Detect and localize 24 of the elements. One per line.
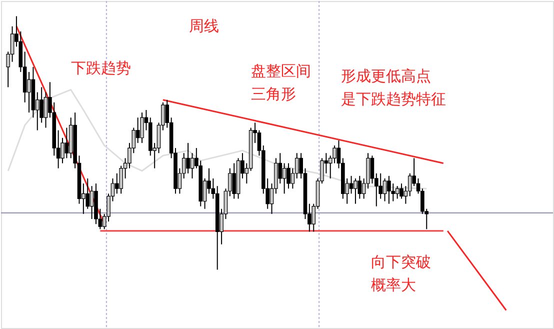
candlestick xyxy=(349,175,354,194)
annotation: 形成更低高点 xyxy=(341,67,431,85)
annotation: 是下跌趋势特征 xyxy=(341,90,446,108)
candlestick xyxy=(370,155,374,184)
candlestick xyxy=(140,112,144,144)
candlestick xyxy=(395,186,400,200)
candlestick xyxy=(44,92,48,128)
annotation: 下跌趋势 xyxy=(71,59,131,77)
candlestick xyxy=(119,165,123,194)
annotation: 向下突破 xyxy=(371,253,431,271)
candlestick xyxy=(232,162,236,200)
candlestick xyxy=(282,162,286,194)
annotation: 盘整区间 xyxy=(251,62,311,80)
candlestick xyxy=(90,186,94,220)
candlestick xyxy=(186,142,190,174)
candlestick xyxy=(387,175,391,204)
candlestick xyxy=(286,162,290,190)
candlestick xyxy=(190,152,194,179)
annotation: 周线 xyxy=(189,17,219,35)
annotation: 三角形 xyxy=(251,85,296,103)
candlestick xyxy=(382,178,387,202)
candlestick xyxy=(354,178,358,204)
text: 概率大 xyxy=(371,276,416,294)
candlestick xyxy=(64,127,69,159)
